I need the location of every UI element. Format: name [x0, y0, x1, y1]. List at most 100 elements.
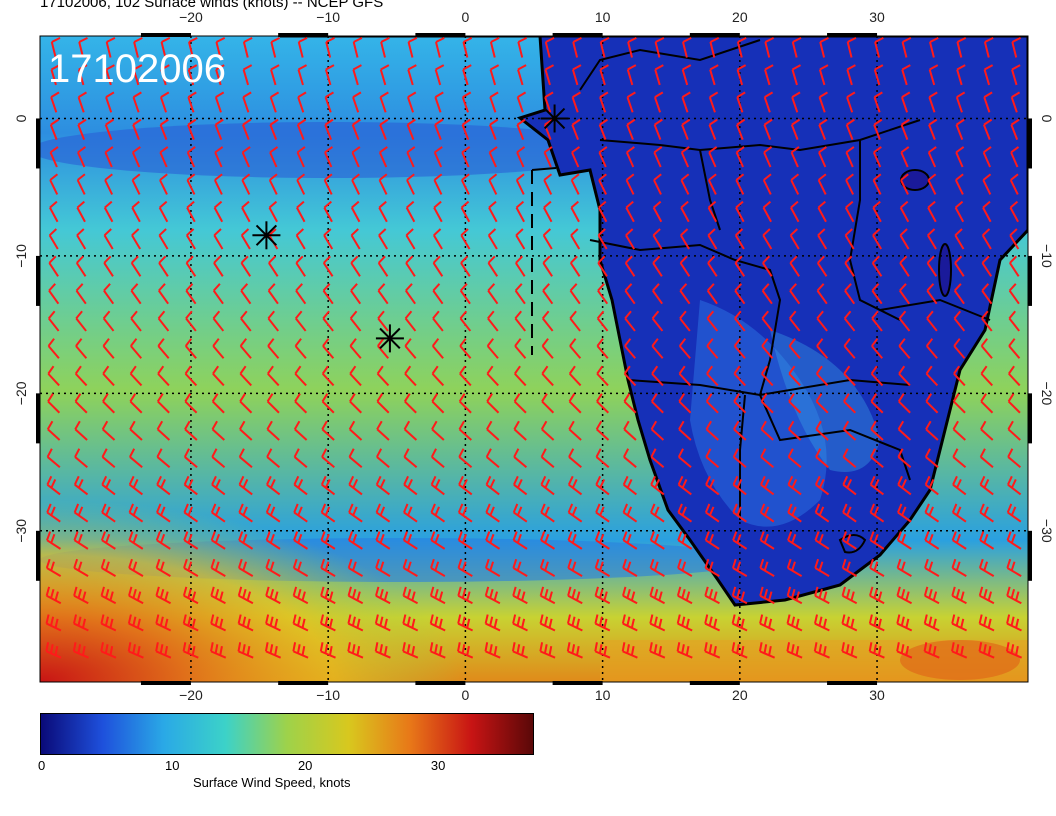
- wind-barb: [868, 614, 885, 632]
- wind-barb: [405, 283, 416, 305]
- wind-barb: [707, 173, 717, 195]
- wind-barb: [488, 173, 498, 195]
- wind-barb: [897, 393, 911, 414]
- wind-barb: [322, 255, 334, 277]
- wind-barb: [843, 365, 856, 387]
- wind-barb: [540, 531, 555, 550]
- wind-barb: [570, 173, 580, 195]
- wind-barb: [322, 310, 334, 332]
- lon-tick-label-bottom: 30: [869, 687, 885, 703]
- wind-barb: [211, 420, 225, 441]
- wind-barb: [952, 420, 966, 441]
- wind-barb: [759, 531, 775, 550]
- wind-barb: [732, 531, 748, 550]
- wind-barb: [733, 338, 746, 359]
- wind-barb: [211, 393, 225, 414]
- wind-barb: [77, 64, 88, 86]
- wind-barb: [74, 448, 88, 468]
- wind-barb: [654, 36, 665, 58]
- wind-barb: [653, 118, 663, 141]
- wind-barb: [818, 146, 828, 168]
- wind-barb: [625, 146, 635, 168]
- wind-barb: [515, 228, 526, 250]
- wind-barb: [926, 310, 938, 332]
- wind-barb: [293, 531, 308, 550]
- wind-barb: [237, 614, 254, 632]
- wind-barb: [103, 200, 114, 223]
- wind-barb: [844, 228, 855, 250]
- wind-barb: [923, 586, 940, 605]
- wind-barb: [951, 586, 967, 605]
- wind-barb: [487, 310, 499, 332]
- wind-barb: [159, 118, 169, 141]
- colorbar-label: Surface Wind Speed, knots: [193, 775, 351, 790]
- wind-barb: [761, 338, 774, 359]
- wind-barb: [459, 310, 472, 332]
- wind-barb: [375, 503, 391, 523]
- wind-barb: [816, 310, 828, 332]
- wind-barb: [215, 64, 225, 86]
- wind-barb: [897, 448, 912, 468]
- wind-barb: [736, 118, 746, 141]
- wind-barb: [242, 36, 253, 58]
- wind-barb: [544, 64, 555, 86]
- wind-barb: [100, 558, 117, 577]
- wind-barb: [405, 200, 416, 223]
- wind-barb: [379, 118, 389, 141]
- wind-barb: [677, 503, 693, 523]
- wind-barb: [789, 310, 801, 332]
- wind-barb: [210, 503, 226, 523]
- frame-tick-bar: [36, 255, 40, 306]
- wind-barb: [789, 283, 801, 305]
- graticule: [40, 36, 1028, 682]
- wind-barb: [924, 531, 940, 550]
- wind-barb: [899, 228, 910, 250]
- wind-barb: [735, 173, 745, 195]
- wind-barb: [540, 503, 555, 523]
- wind-barb: [489, 64, 500, 86]
- wind-barb: [928, 64, 939, 86]
- wind-barb: [431, 338, 444, 359]
- wind-barb: [324, 64, 335, 86]
- wind-barb: [649, 586, 666, 605]
- wind-barb: [596, 310, 609, 332]
- wind-barb: [127, 642, 144, 659]
- wind-barb: [212, 338, 225, 359]
- wind-barb: [735, 146, 745, 168]
- wind-barb: [293, 448, 308, 468]
- wind-barb: [239, 365, 253, 387]
- wind-barb: [458, 475, 473, 496]
- lat-tick-label-right: −10: [1039, 244, 1055, 268]
- wind-barb: [487, 255, 499, 277]
- wind-barb: [46, 448, 61, 468]
- wind-barb: [788, 338, 801, 359]
- wind-barb: [319, 614, 336, 632]
- wind-barb: [325, 36, 335, 58]
- wind-barb: [901, 64, 911, 86]
- wind-barb: [461, 146, 471, 168]
- wind-barb: [567, 558, 583, 577]
- wind-barb: [759, 503, 775, 523]
- wind-barb: [376, 420, 390, 441]
- wind-barb: [430, 503, 446, 523]
- wind-barb: [185, 283, 197, 305]
- wind-barb: [347, 614, 364, 632]
- wind-barb: [896, 586, 913, 605]
- wind-barb: [598, 118, 608, 141]
- wind-barb: [679, 283, 691, 305]
- wind-barb: [676, 614, 693, 632]
- frame-tick-bar: [278, 681, 329, 685]
- wind-barb: [951, 614, 968, 632]
- wind-barb: [844, 200, 855, 223]
- wind-barb: [925, 420, 939, 441]
- wind-barb: [265, 503, 281, 523]
- wind-barb: [486, 365, 500, 387]
- wind-barb: [155, 614, 172, 632]
- wind-barb: [212, 283, 224, 305]
- wind-barb: [402, 558, 418, 577]
- wind-barb: [925, 393, 939, 414]
- wind-barb: [105, 36, 116, 58]
- wind-barb: [817, 200, 827, 223]
- wind-barb: [101, 420, 116, 441]
- wind-barb: [512, 531, 528, 550]
